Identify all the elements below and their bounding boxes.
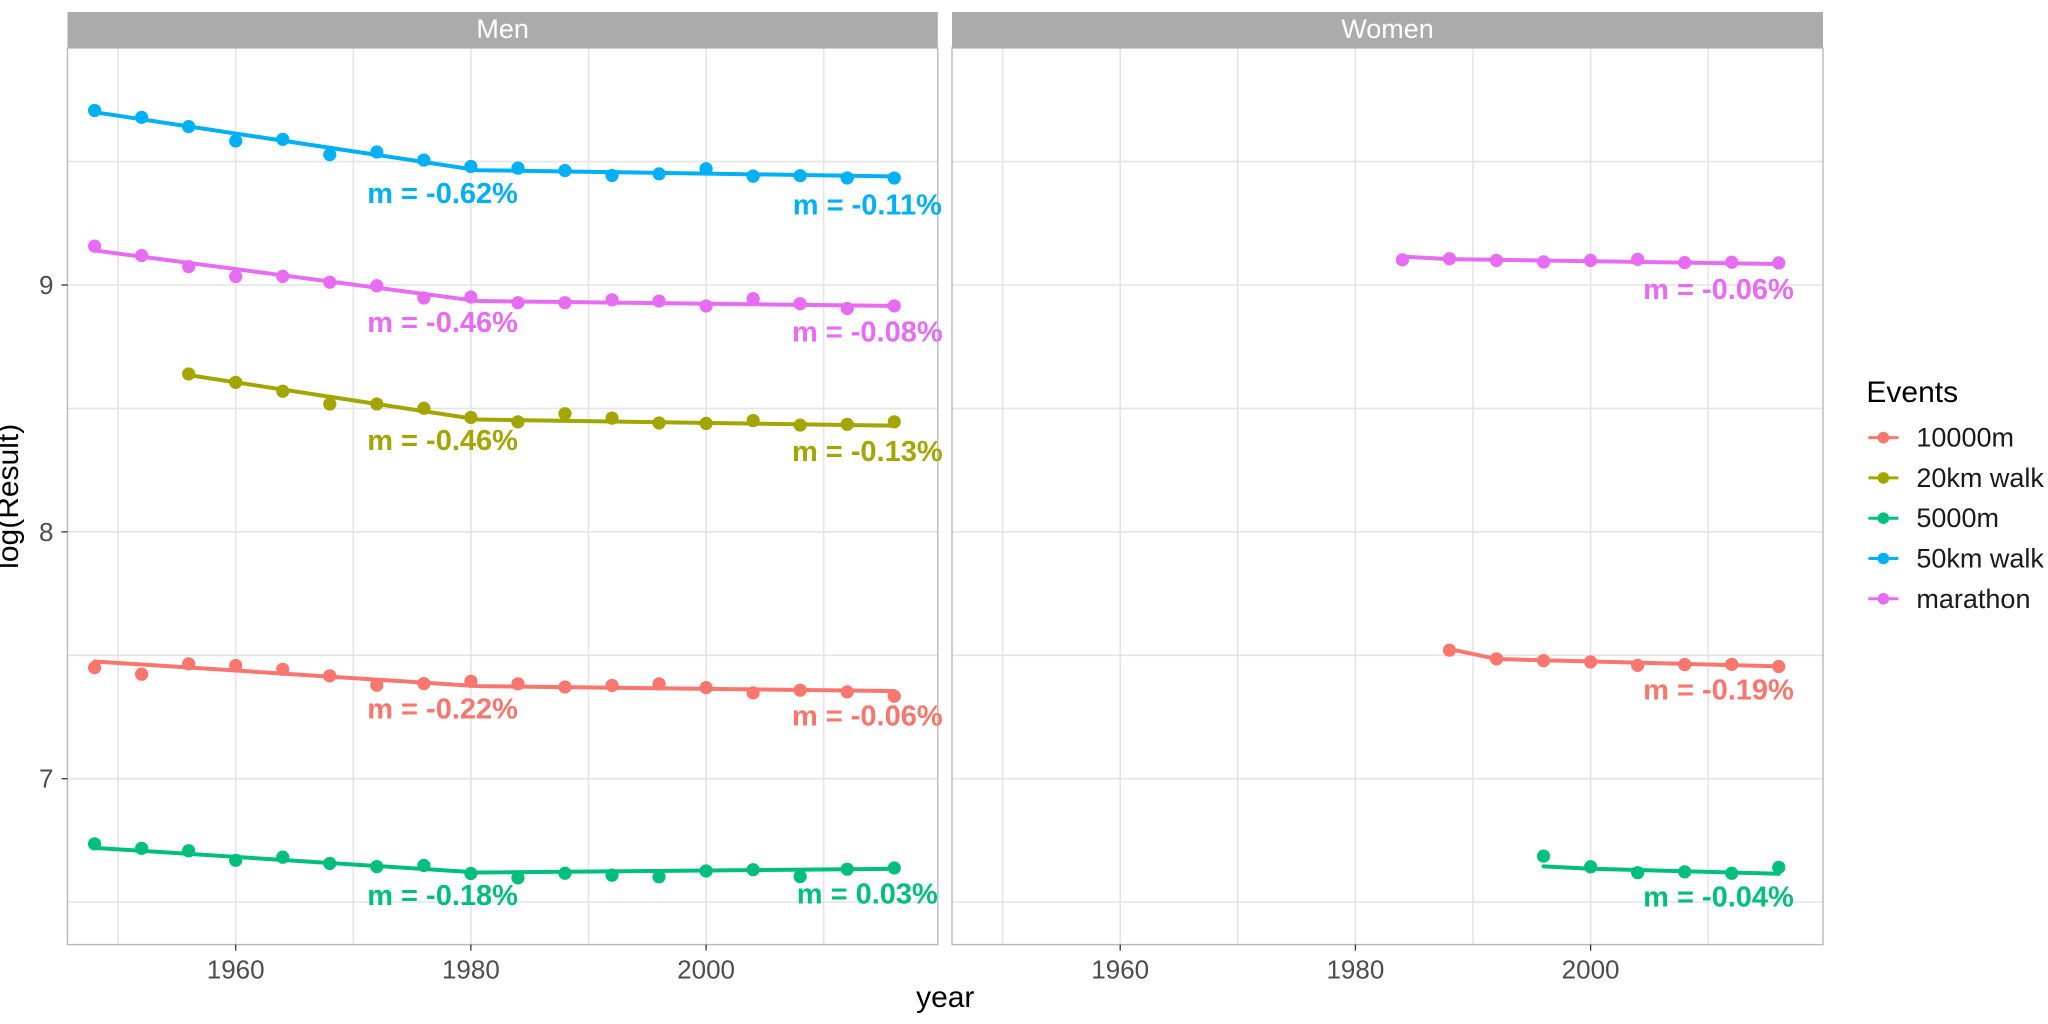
svg-text:m = -0.08%: m = -0.08% [792,316,943,348]
svg-text:m = -0.22%: m = -0.22% [367,693,518,725]
svg-text:m = -0.06%: m = -0.06% [792,700,943,732]
svg-text:m = -0.06%: m = -0.06% [1643,274,1794,306]
svg-text:50km walk: 50km walk [1916,544,2044,574]
svg-text:2000: 2000 [677,955,735,985]
svg-text:10000m: 10000m [1916,423,2014,453]
svg-text:marathon: marathon [1916,584,2030,614]
svg-text:m = -0.04%: m = -0.04% [1643,882,1794,914]
svg-text:m = 0.03%: m = 0.03% [797,879,938,911]
svg-text:1960: 1960 [1091,955,1149,985]
svg-text:2000: 2000 [1562,955,1620,985]
svg-text:20km walk: 20km walk [1916,463,2044,493]
svg-text:5000m: 5000m [1916,503,1999,533]
svg-text:m = -0.19%: m = -0.19% [1643,674,1794,706]
svg-text:m = -0.18%: m = -0.18% [367,880,518,912]
svg-text:9: 9 [39,270,53,300]
svg-text:m = -0.62%: m = -0.62% [367,178,518,210]
svg-text:log(Result): log(Result) [0,424,25,569]
svg-text:8: 8 [39,517,53,547]
svg-text:year: year [916,981,974,1014]
svg-text:m = -0.13%: m = -0.13% [792,436,943,468]
svg-text:7: 7 [39,764,53,794]
svg-text:m = -0.46%: m = -0.46% [367,307,518,339]
svg-text:m = -0.46%: m = -0.46% [367,425,518,457]
svg-text:1980: 1980 [442,955,500,985]
svg-text:Events: Events [1866,376,1958,409]
svg-text:1960: 1960 [207,955,265,985]
svg-text:1980: 1980 [1326,955,1384,985]
svg-text:Men: Men [476,14,529,44]
svg-text:Women: Women [1341,14,1434,44]
svg-text:m = -0.11%: m = -0.11% [793,189,942,221]
